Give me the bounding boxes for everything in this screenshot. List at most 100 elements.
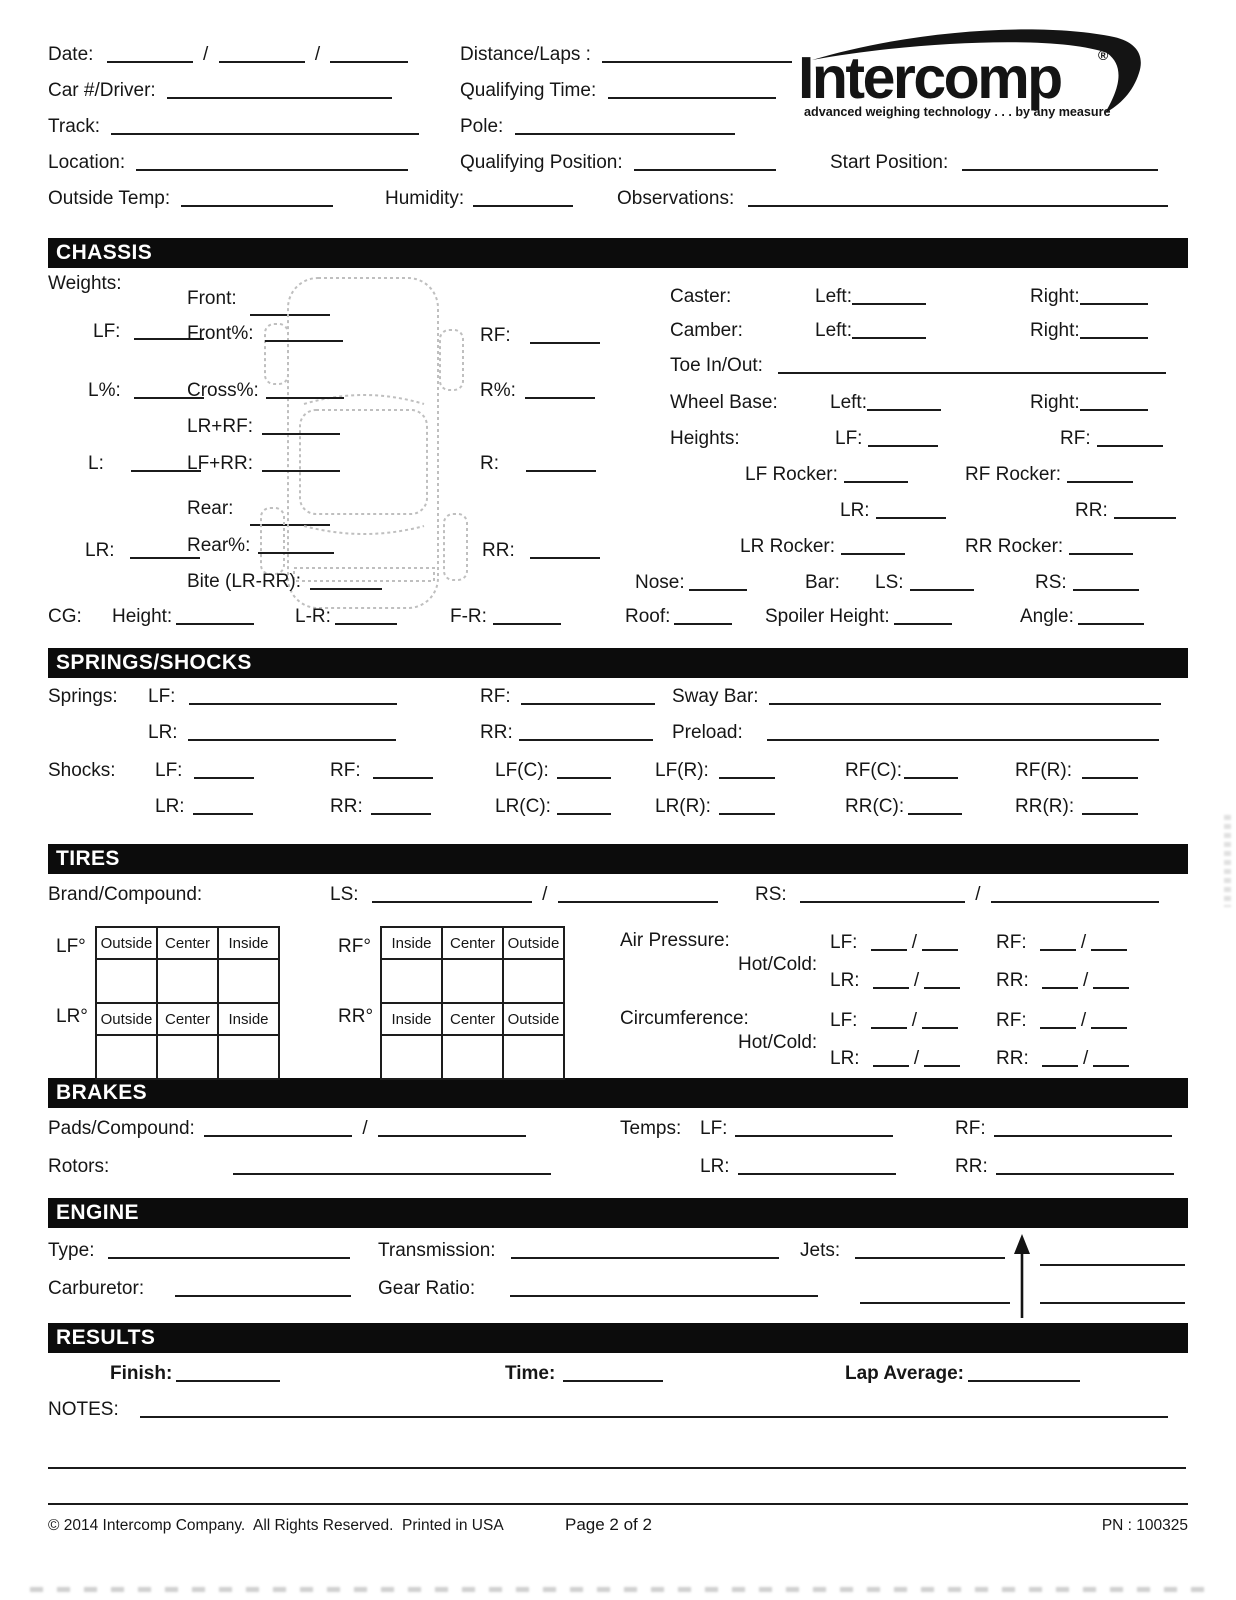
blank-line bbox=[633, 156, 776, 171]
blank-line bbox=[262, 420, 341, 435]
blank-line bbox=[841, 540, 906, 555]
springs-rr-label: RR: bbox=[480, 722, 513, 743]
chassis-rr-label: RR: bbox=[482, 540, 515, 561]
blank-line bbox=[799, 888, 965, 903]
blank-line bbox=[510, 1244, 779, 1259]
blank-line bbox=[107, 1244, 350, 1259]
blank-line bbox=[181, 192, 334, 207]
air-rf-field: RF: / bbox=[996, 932, 1128, 954]
pads-compound-label: Pads/Compound: bbox=[48, 1118, 195, 1139]
shocks-label: Shocks: bbox=[48, 760, 116, 781]
air-rf-label: RF: bbox=[996, 932, 1027, 953]
blank-line bbox=[961, 156, 1158, 171]
air-lr-label: LR: bbox=[830, 970, 860, 991]
blank-line bbox=[688, 576, 747, 591]
blank-line bbox=[868, 432, 939, 447]
blank-line bbox=[1072, 576, 1139, 591]
slash-separator: / bbox=[1080, 1010, 1087, 1031]
carburetor-label: Carburetor: bbox=[48, 1278, 145, 1299]
blank-line bbox=[187, 726, 396, 741]
spoiler-height-field: Spoiler Height: bbox=[765, 606, 952, 628]
cg-height-label: Height: bbox=[112, 606, 173, 627]
blank-line bbox=[1096, 432, 1163, 447]
chassis-rpct-field: R%: bbox=[480, 380, 596, 402]
bar-ls-field: LS: bbox=[875, 572, 974, 594]
time-field: Time: bbox=[505, 1363, 664, 1385]
blank-line bbox=[106, 48, 193, 63]
chassis-lpct-label: L%: bbox=[88, 380, 121, 401]
table-row bbox=[380, 958, 565, 1004]
camber-left-field: Left: bbox=[815, 320, 926, 342]
rr-center-header: Center bbox=[441, 1002, 504, 1036]
lr-plus-rf-field: LR+RF: bbox=[187, 416, 341, 438]
start-position-field: Start Position: bbox=[830, 152, 1158, 174]
blank-line bbox=[129, 544, 200, 559]
blank-line bbox=[370, 800, 431, 815]
blank-line bbox=[473, 192, 574, 207]
table-row: Inside Center Outside bbox=[380, 926, 565, 960]
blank-line bbox=[518, 726, 653, 741]
carburetor-field: Carburetor: bbox=[48, 1278, 352, 1300]
blank-line bbox=[893, 610, 952, 625]
tire-lr-label: LR° bbox=[56, 1006, 88, 1027]
wheel-base-left-label: Left: bbox=[830, 392, 867, 413]
blank-line bbox=[250, 312, 330, 316]
lr-plus-rf-label: LR+RF: bbox=[187, 416, 253, 437]
shocks-rf-label: RF: bbox=[330, 760, 361, 781]
blank-line bbox=[330, 48, 409, 63]
gear-ratio-field: Gear Ratio: bbox=[378, 1278, 819, 1300]
lf-plus-rr-field: LF+RR: bbox=[187, 453, 341, 475]
blank-line bbox=[1040, 1300, 1185, 1304]
rr-temp-cell bbox=[380, 1034, 443, 1080]
blank-line bbox=[372, 764, 433, 779]
chassis-lf-field: LF: bbox=[93, 321, 204, 343]
slash-separator: / bbox=[202, 44, 209, 65]
slash-separator: / bbox=[542, 884, 548, 905]
circumference-label: Circumference: bbox=[620, 1008, 749, 1029]
toe-field: Toe In/Out: bbox=[670, 355, 1167, 377]
lr-center-header: Center bbox=[156, 1002, 219, 1036]
roof-label: Roof: bbox=[625, 606, 671, 627]
jets-label: Jets: bbox=[800, 1240, 841, 1261]
slash-separator: / bbox=[314, 44, 321, 65]
sway-bar-label: Sway Bar: bbox=[672, 686, 759, 707]
caster-right-field: Right: bbox=[1030, 286, 1148, 308]
circ-rf-field: RF: / bbox=[996, 1010, 1128, 1032]
outside-temp-field: Outside Temp: bbox=[48, 188, 334, 210]
car-top-view-outline-icon bbox=[260, 277, 468, 609]
tires-section-header: TIRES bbox=[48, 844, 1188, 874]
humidity-field: Humidity: bbox=[385, 188, 574, 210]
blank-line bbox=[530, 544, 601, 559]
camber-label: Camber: bbox=[670, 320, 743, 341]
blank-line bbox=[218, 48, 305, 63]
blank-line bbox=[310, 575, 383, 590]
lr-inside-header: Inside bbox=[217, 1002, 280, 1036]
nose-label: Nose: bbox=[635, 572, 685, 593]
distance-laps-field: Distance/Laps : bbox=[460, 44, 793, 66]
slash-separator: / bbox=[911, 932, 918, 953]
slash-separator: / bbox=[362, 1118, 368, 1139]
air-rr-field: RR: / bbox=[996, 970, 1130, 992]
rf-rocker-label: RF Rocker: bbox=[965, 464, 1062, 485]
blank-line bbox=[529, 329, 600, 344]
chassis-r-field: R: bbox=[480, 453, 597, 475]
camber-right-label: Right: bbox=[1030, 320, 1080, 341]
notes-field: NOTES: bbox=[48, 1399, 1169, 1421]
blank-line bbox=[747, 192, 1168, 207]
time-label: Time: bbox=[505, 1363, 556, 1384]
blank-line bbox=[993, 1122, 1172, 1137]
tires-rs-field: RS: / bbox=[755, 884, 1159, 906]
blank-line bbox=[851, 324, 926, 339]
lf-rocker-label: LF Rocker: bbox=[745, 464, 838, 485]
results-section: Finish: Time: Lap Average: NOTES: bbox=[48, 1353, 1188, 1503]
blank-line bbox=[967, 1367, 1080, 1382]
intercomp-logo: Intercomp ® advanced weighing technology… bbox=[798, 29, 1141, 119]
page-number: Page 2 of 2 bbox=[565, 1515, 652, 1534]
gear-ratio-label: Gear Ratio: bbox=[378, 1278, 476, 1299]
blank-line bbox=[334, 610, 397, 625]
tire-lf-label: LF° bbox=[56, 936, 86, 957]
chassis-section-header: CHASSIS bbox=[48, 238, 1188, 268]
slash-separator: / bbox=[1080, 932, 1087, 953]
blank-line bbox=[1079, 396, 1148, 411]
heights-rf-label: RF: bbox=[1060, 428, 1091, 449]
